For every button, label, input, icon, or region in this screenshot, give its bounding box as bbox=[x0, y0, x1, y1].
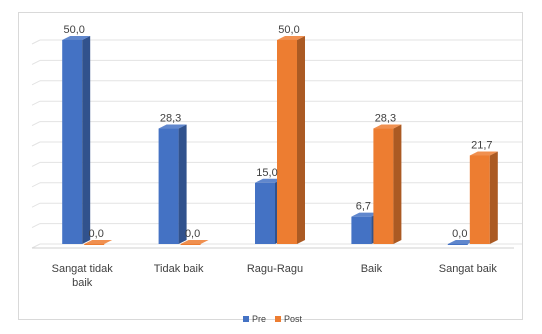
data-label: 6,7 bbox=[356, 201, 371, 213]
bar-front bbox=[255, 182, 275, 244]
bar-top bbox=[373, 124, 402, 129]
bar-front bbox=[469, 155, 490, 244]
bar-top bbox=[447, 240, 476, 244]
data-label: 0,0 bbox=[89, 228, 104, 240]
chart-border bbox=[18, 12, 523, 320]
data-label: 28,3 bbox=[160, 113, 181, 125]
data-label: 28,3 bbox=[375, 113, 396, 125]
bar-front bbox=[447, 244, 468, 245]
gridline-depth bbox=[31, 161, 41, 167]
data-label: 0,0 bbox=[452, 228, 467, 240]
bar-top bbox=[84, 240, 113, 244]
x-tick-label: Ragu-Ragu bbox=[247, 263, 303, 275]
gridline-depth bbox=[31, 100, 41, 106]
bar-pre-1 bbox=[158, 124, 187, 244]
bar-front bbox=[277, 40, 297, 244]
data-labels: 50,0 0,0 28,3 0,0 15,0 50,0 6,7 28,3 0,0 21,7 bbox=[63, 24, 492, 240]
bar-post-1 bbox=[180, 240, 209, 245]
x-tick-label: Sangat baik bbox=[439, 263, 498, 275]
bar-top bbox=[158, 124, 187, 129]
bar-side bbox=[178, 124, 187, 244]
x-tick-label: Baik bbox=[361, 263, 383, 275]
bar-front bbox=[351, 216, 372, 244]
data-label: 15,0 bbox=[256, 167, 277, 179]
data-label: 50,0 bbox=[278, 24, 299, 36]
bar-side bbox=[393, 124, 402, 244]
bar-top bbox=[180, 240, 209, 244]
bar-side bbox=[489, 151, 498, 244]
bar-front bbox=[180, 244, 201, 245]
legend-swatch-post bbox=[275, 316, 281, 322]
bars bbox=[62, 36, 498, 245]
bar-side bbox=[82, 36, 91, 244]
gridline-depth bbox=[31, 59, 41, 65]
bar-top bbox=[277, 36, 305, 40]
x-tick-label: Tidak baik bbox=[154, 263, 204, 275]
bar-top bbox=[62, 36, 91, 40]
gridline-depth bbox=[31, 223, 41, 229]
bar-post-4 bbox=[469, 151, 498, 244]
gridline-depth bbox=[31, 121, 41, 127]
bar-post-3 bbox=[373, 124, 402, 244]
data-label: 50,0 bbox=[63, 24, 84, 36]
legend-label-post: Post bbox=[284, 314, 303, 324]
gridline-depth bbox=[31, 80, 41, 86]
bar-top bbox=[255, 178, 283, 183]
bar-front bbox=[373, 128, 394, 244]
legend-swatch-pre bbox=[243, 316, 249, 322]
gridline-depth bbox=[31, 243, 41, 249]
bar-post-0 bbox=[84, 240, 113, 245]
bar-front bbox=[84, 244, 105, 245]
data-label: 21,7 bbox=[471, 139, 492, 151]
x-tick-label: baik bbox=[72, 277, 93, 289]
gridline-depth bbox=[31, 141, 41, 147]
gridline-depth bbox=[31, 39, 41, 45]
bar-top bbox=[469, 151, 498, 156]
bar-top bbox=[351, 212, 380, 217]
x-tick-label: Sangat tidak bbox=[52, 263, 114, 275]
legend: Pre Post bbox=[243, 314, 303, 324]
bar-side bbox=[297, 36, 305, 244]
bar-front bbox=[62, 40, 83, 244]
data-label: 0,0 bbox=[185, 228, 200, 240]
bar-post-2 bbox=[277, 36, 305, 244]
bar-pre-4 bbox=[447, 240, 476, 245]
gridline-depth bbox=[31, 202, 41, 208]
gridline-depth bbox=[31, 182, 41, 188]
bar-front bbox=[158, 128, 179, 244]
bar-pre-0 bbox=[62, 36, 91, 244]
legend-label-pre: Pre bbox=[252, 314, 266, 324]
x-axis: Sangat tidak baik Tidak baik Ragu-Ragu Baik S… bbox=[52, 263, 498, 289]
